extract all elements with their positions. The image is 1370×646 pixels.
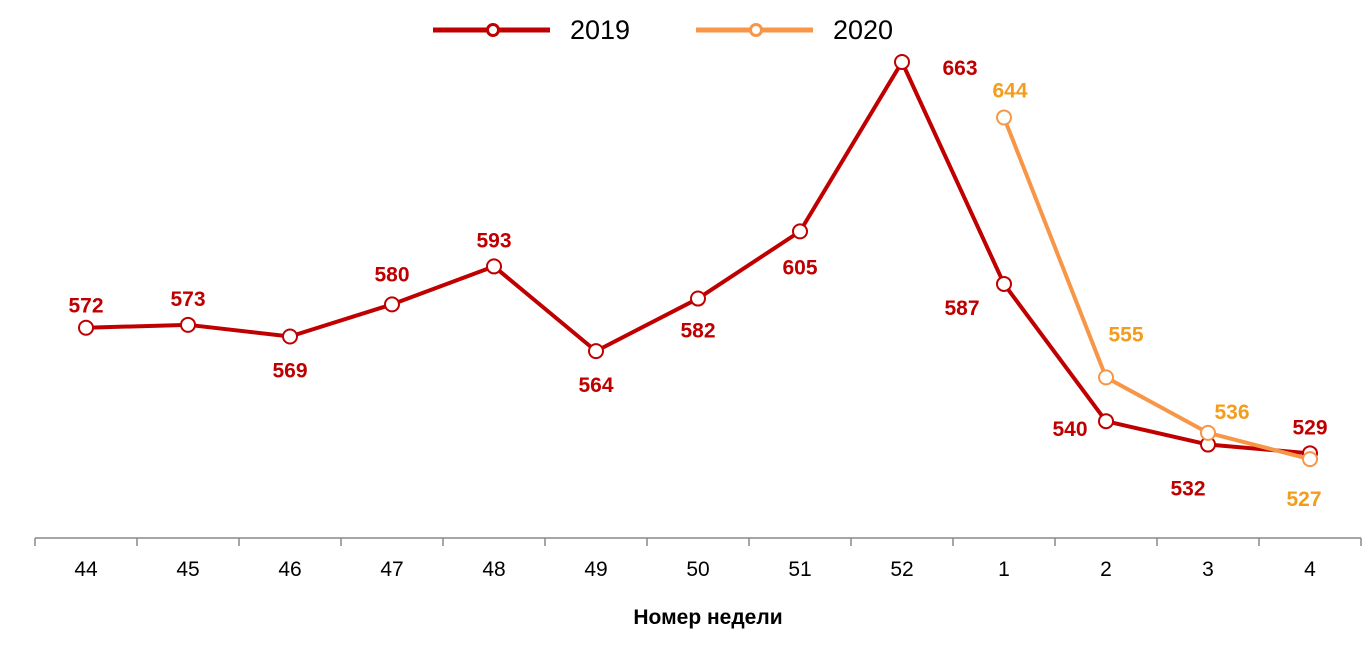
x-tick-label: 46	[278, 558, 301, 581]
legend-label-2020: 2020	[833, 15, 893, 45]
x-tick-label: 2	[1100, 558, 1112, 581]
data-label-2019: 540	[1052, 418, 1087, 441]
data-label-2019: 573	[170, 288, 205, 311]
data-point-2019	[792, 223, 808, 240]
legend-marker-2020	[749, 23, 763, 37]
data-point-2019	[1098, 413, 1114, 430]
legend-label-2019: 2019	[570, 15, 630, 45]
data-label-2019: 564	[578, 374, 613, 397]
x-axis-title: Номер недели	[633, 606, 782, 629]
x-tick-label: 52	[890, 558, 913, 581]
data-label-2019: 532	[1170, 478, 1205, 501]
data-point-2019	[486, 258, 502, 275]
legend: 2019 2020	[433, 15, 893, 45]
data-point-2019	[282, 328, 298, 345]
data-label-2020: 527	[1286, 488, 1321, 511]
x-tick-label: 47	[380, 558, 403, 581]
data-point-2019	[894, 54, 910, 70]
data-label-2020: 555	[1108, 323, 1143, 346]
data-label-2020: 644	[992, 79, 1027, 102]
legend-marker-2019	[486, 23, 500, 37]
data-label-2019: 663	[942, 57, 977, 80]
x-tick-label: 1	[998, 558, 1010, 581]
data-label-2019: 572	[68, 295, 103, 318]
data-label-2019: 582	[680, 320, 715, 343]
x-tick-label: 49	[584, 558, 607, 581]
data-label-2019: 569	[272, 360, 307, 383]
data-label-2020: 536	[1214, 401, 1249, 424]
x-tick-label: 45	[176, 558, 199, 581]
x-tick-label: 3	[1202, 558, 1214, 581]
data-point-2019	[588, 343, 604, 360]
data-point-2019	[690, 290, 706, 307]
data-label-2019: 529	[1292, 416, 1327, 439]
data-point-2019	[78, 319, 94, 336]
data-point-2020	[1302, 451, 1318, 468]
x-tick-label: 50	[686, 558, 709, 581]
data-point-2020	[1200, 424, 1216, 441]
data-point-2020	[996, 109, 1012, 126]
x-axis: 44 45 46 47 48 49 50 51 52 1 2 3 4	[34, 537, 1362, 581]
x-tick-label: 48	[482, 558, 505, 581]
data-label-2019: 580	[374, 263, 409, 286]
data-point-2020	[1098, 369, 1114, 386]
data-label-2019: 593	[476, 229, 511, 252]
x-tick-label: 44	[74, 558, 98, 581]
data-point-2019	[180, 316, 196, 333]
x-tick-label: 4	[1304, 558, 1316, 581]
data-label-2019: 605	[782, 256, 817, 279]
data-point-2019	[996, 275, 1012, 292]
x-tick-label: 51	[788, 558, 811, 581]
data-label-2019: 587	[944, 297, 979, 320]
data-point-2019	[384, 296, 400, 313]
series-line-2020	[1002, 116, 1311, 462]
series-line-2019	[85, 60, 1311, 456]
